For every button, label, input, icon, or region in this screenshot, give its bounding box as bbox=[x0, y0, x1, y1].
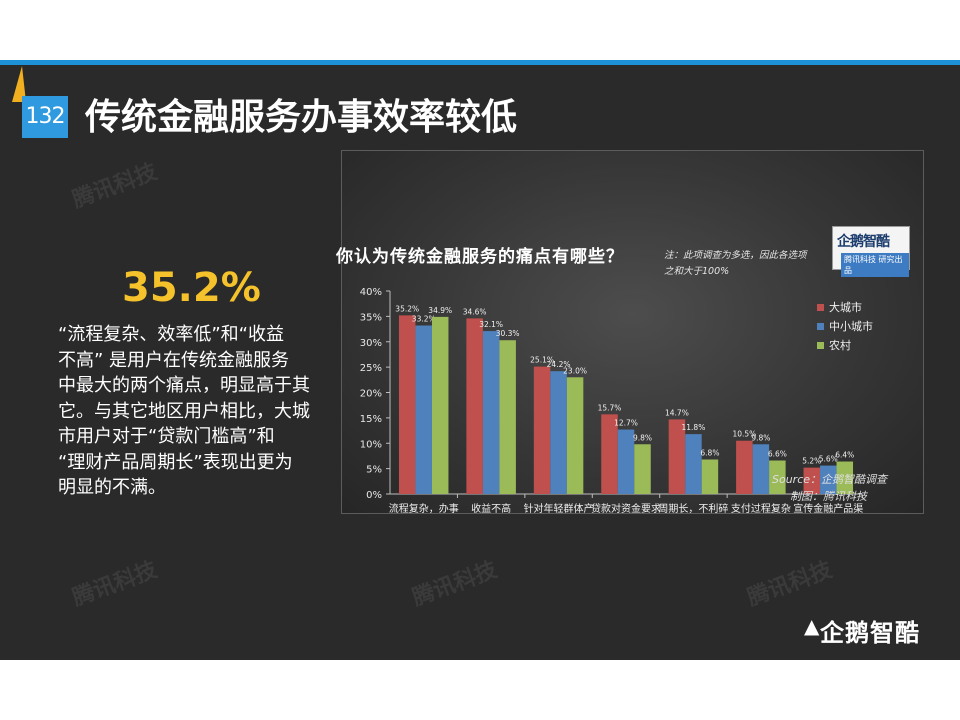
chart-panel: 0% 5% 10% 15% 20% 25% 30% 35% 40% 35.2% 33.2% 34.9%… bbox=[341, 150, 924, 515]
summary-text: “流程复杂、效率低”和“收益 不高” 是用户在传统金融服务 中最大的两个痛点，明… bbox=[58, 324, 310, 498]
bottom-logo: 企鹅智酷 bbox=[820, 619, 920, 647]
legend-swatch bbox=[817, 342, 824, 349]
bar bbox=[601, 414, 618, 494]
bar bbox=[769, 460, 786, 494]
data-label: 6.4% bbox=[835, 451, 854, 460]
x-tick-label: 周期长，不利碎 bbox=[658, 502, 728, 515]
bar bbox=[668, 419, 686, 494]
bar bbox=[752, 444, 770, 494]
data-label: 5.6% bbox=[819, 455, 838, 464]
watermark: 腾讯科技 bbox=[744, 557, 836, 612]
data-label: 34.9% bbox=[428, 306, 452, 315]
data-label: 30.3% bbox=[496, 329, 520, 338]
bar bbox=[836, 461, 854, 494]
bar bbox=[566, 377, 584, 494]
bar bbox=[431, 316, 449, 494]
bar-chart: 0% 5% 10% 15% 20% 25% 30% 35% 40% 35.2% 33.2%34.9%… bbox=[360, 287, 873, 515]
y-tick-label: 15% bbox=[360, 414, 382, 425]
data-label: 23.0% bbox=[563, 366, 587, 375]
bar bbox=[634, 444, 651, 494]
bar bbox=[533, 366, 551, 494]
data-label: 24.2% bbox=[547, 360, 571, 369]
x-tick-label: 支付过程复杂 bbox=[731, 502, 791, 515]
data-label: 6.6% bbox=[768, 450, 787, 459]
chart-producer: 制图：腾讯科技 bbox=[790, 490, 867, 503]
x-tick-label: 宣传金融产品渠 bbox=[793, 502, 863, 515]
legend-swatch bbox=[817, 304, 824, 311]
chart-source: Source：企鹅智酷调查 bbox=[772, 473, 888, 486]
brand-logo-box: 企鹅智酷 腾讯科技 研究出品 bbox=[832, 226, 910, 277]
watermark: 腾讯科技 bbox=[69, 557, 161, 612]
legend-swatch bbox=[817, 323, 824, 330]
data-label: 10.5% bbox=[732, 430, 756, 439]
legend-label: 农村 bbox=[829, 338, 851, 352]
y-tick-label: 20% bbox=[360, 389, 382, 400]
bar bbox=[685, 434, 702, 494]
highlight-value: 35.2% bbox=[122, 265, 261, 311]
bar bbox=[617, 429, 635, 494]
chart-title: 你认为传统金融服务的痛点有哪些？ bbox=[336, 247, 624, 267]
bar bbox=[482, 331, 500, 494]
data-label: 34.6% bbox=[463, 307, 487, 316]
x-tick-label: 收益不高 bbox=[471, 502, 511, 515]
y-tick-label: 0% bbox=[366, 490, 382, 501]
bar bbox=[415, 325, 432, 494]
page-number: 132 bbox=[22, 96, 68, 138]
chart-note: 注：此项调查为多选，因此各选项之和大于100% bbox=[664, 250, 807, 277]
brand-logo-sub: 腾讯科技 研究出品 bbox=[841, 253, 909, 277]
brand-logo-name: 企鹅智酷 bbox=[837, 234, 890, 250]
watermark: 腾讯科技 bbox=[69, 159, 161, 214]
y-tick-label: 10% bbox=[360, 439, 382, 450]
data-label: 14.7% bbox=[665, 408, 689, 417]
y-tick-label: 5% bbox=[366, 465, 382, 476]
x-tick-label: 流程复杂，办事 bbox=[389, 502, 459, 515]
legend-label: 中小城市 bbox=[829, 319, 873, 333]
watermark: 腾讯科技 bbox=[409, 557, 501, 612]
legend-label: 大城市 bbox=[829, 300, 862, 314]
data-label: 15.7% bbox=[598, 403, 622, 412]
y-tick-label: 40% bbox=[360, 287, 382, 298]
bar bbox=[701, 459, 719, 494]
bar bbox=[499, 340, 516, 494]
data-label: 9.8% bbox=[633, 433, 652, 442]
bar bbox=[736, 440, 753, 494]
data-label: 12.7% bbox=[614, 419, 638, 428]
data-label: 5.2% bbox=[802, 457, 821, 466]
data-label: 33.2% bbox=[412, 315, 436, 324]
x-tick-label: 贷款对资金要求 bbox=[591, 502, 661, 515]
y-tick-label: 30% bbox=[360, 338, 382, 349]
penguin-logo-icon: ▲ bbox=[804, 614, 820, 638]
data-label: 11.8% bbox=[682, 423, 706, 432]
x-tick-label: 针对年轻群体产 bbox=[524, 502, 594, 515]
bar bbox=[550, 371, 567, 494]
bar bbox=[820, 465, 837, 494]
bar bbox=[398, 315, 416, 494]
bar bbox=[466, 318, 483, 494]
y-tick-label: 35% bbox=[360, 312, 382, 323]
top-accent-line bbox=[0, 60, 960, 65]
y-tick-label: 25% bbox=[360, 363, 382, 374]
data-label: 35.2% bbox=[395, 304, 419, 313]
data-label: 32.1% bbox=[479, 320, 503, 329]
page-flag-icon bbox=[12, 66, 26, 102]
data-label: 9.8% bbox=[751, 433, 770, 442]
data-label: 25.1% bbox=[530, 356, 554, 365]
slide-title: 传统金融服务办事效率较低 bbox=[85, 97, 518, 138]
bar bbox=[803, 467, 821, 494]
data-label: 6.8% bbox=[700, 448, 719, 457]
